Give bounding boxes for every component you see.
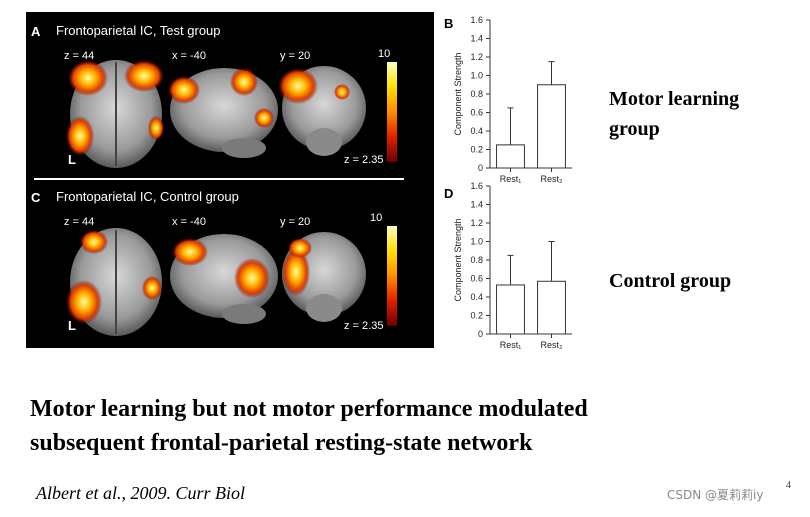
brain-figure-panel: A Frontoparietal IC, Test group z = 44 x… — [26, 12, 434, 348]
panel-a-slice-coronal: y = 20 — [280, 50, 311, 62]
motor-learning-group-label: Motor learning group — [609, 84, 739, 144]
panel-letter-a: A — [31, 24, 41, 39]
slide-title: Motor learning but not motor performance… — [30, 392, 790, 460]
panel-c-title: Frontoparietal IC, Control group — [56, 189, 239, 204]
chart-d-bar-chart: 0 0.2 0.4 0.6 0.8 1.0 1.2 1.4 1.6 Component Stren… — [453, 181, 572, 350]
slide-title-line2: subsequent frontal-parietal resting-stat… — [30, 430, 533, 456]
panel-a-colorbar — [387, 62, 397, 162]
slide-title-line1: Motor learning but not motor performance… — [30, 396, 588, 422]
panel-c-axial-brain-image — [66, 228, 162, 336]
panel-a-title: Frontoparietal IC, Test group — [56, 23, 221, 38]
panel-c-sagittal-brain-image — [170, 234, 278, 324]
chart-b-ytick-label: 0.4 — [470, 126, 483, 136]
chart-d-ytick-label: 1.4 — [470, 200, 483, 210]
chart-b-ytick-label: 1.4 — [470, 34, 483, 44]
chart-b-ytick-label: 1.6 — [470, 15, 483, 25]
panel-a-threshold: z = 2.35 — [344, 154, 384, 166]
panel-divider — [34, 178, 404, 180]
chart-b-xtick-label: Rest₁ — [500, 174, 522, 184]
chart-b-bar — [496, 144, 525, 169]
motor-learning-group-label-line1: Motor learning — [609, 88, 740, 110]
page-number: 4 — [786, 480, 791, 491]
panel-c-slice-sagittal: x = -40 — [172, 216, 206, 228]
chart-d-ytick-label: 0.2 — [470, 311, 483, 321]
panel-letter-b: B — [444, 16, 454, 31]
chart-b-ytick-label: 0.6 — [470, 108, 483, 118]
csdn-watermark: CSDN @夏莉莉iy — [667, 488, 764, 502]
panel-c-side-label: L — [68, 318, 76, 333]
citation: Albert et al., 2009. Curr Biol — [36, 483, 245, 503]
chart-b-ytick-label: 1.2 — [470, 52, 483, 62]
panel-a-coronal-brain-image — [278, 66, 366, 156]
panel-letter-c: C — [31, 190, 41, 205]
chart-d-ytick-label: 0 — [478, 329, 483, 339]
chart-d-bar — [537, 280, 566, 335]
panel-a-colorbar-max: 10 — [378, 48, 391, 60]
chart-b-bar-chart: 0 0.2 0.4 0.6 0.8 1.0 1.2 1.4 1.6 Component Stren… — [453, 15, 572, 184]
panel-letter-d: D — [444, 186, 454, 201]
motor-learning-group-label-line2: group — [609, 118, 660, 140]
chart-b-ytick-label: 0.2 — [470, 145, 483, 155]
panel-c-slice-coronal: y = 20 — [280, 216, 311, 228]
panel-c-colorbar-max: 10 — [370, 212, 383, 224]
chart-b-bar — [537, 84, 566, 169]
control-group-label: Control group — [609, 270, 732, 292]
panel-a-slice-axial: z = 44 — [64, 50, 95, 62]
panel-c-colorbar — [387, 226, 397, 326]
chart-d-bar — [496, 284, 525, 335]
chart-d-ytick-label: 1.2 — [470, 218, 483, 228]
chart-d-xtick-label: Rest₁ — [500, 340, 522, 350]
chart-d-ylabel: Component Strength — [453, 218, 463, 301]
panel-a-axial-brain-image — [66, 60, 164, 168]
chart-d-ytick-label: 0.6 — [470, 274, 483, 284]
chart-b-ytick-label: 0 — [478, 163, 483, 173]
chart-d-ytick-label: 0.4 — [470, 292, 483, 302]
panel-a-side-label: L — [68, 152, 76, 167]
chart-b-ytick-label: 0.8 — [470, 89, 483, 99]
chart-b-xtick-label: Rest₂ — [541, 174, 564, 184]
chart-d-xtick-label: Rest₂ — [541, 340, 564, 350]
chart-b-ytick-label: 1.0 — [470, 71, 483, 81]
panel-a-slice-sagittal: x = -40 — [172, 50, 206, 62]
panel-a-sagittal-brain-image — [168, 68, 278, 158]
chart-d-ytick-label: 0.8 — [470, 255, 483, 265]
panel-c-coronal-brain-image — [282, 232, 366, 322]
panel-c-threshold: z = 2.35 — [344, 320, 384, 332]
chart-d-ytick-label: 1.6 — [470, 181, 483, 191]
panel-c-slice-axial: z = 44 — [64, 216, 95, 228]
chart-b-ylabel: Component Strength — [453, 52, 463, 135]
chart-d-ytick-label: 1.0 — [470, 237, 483, 247]
